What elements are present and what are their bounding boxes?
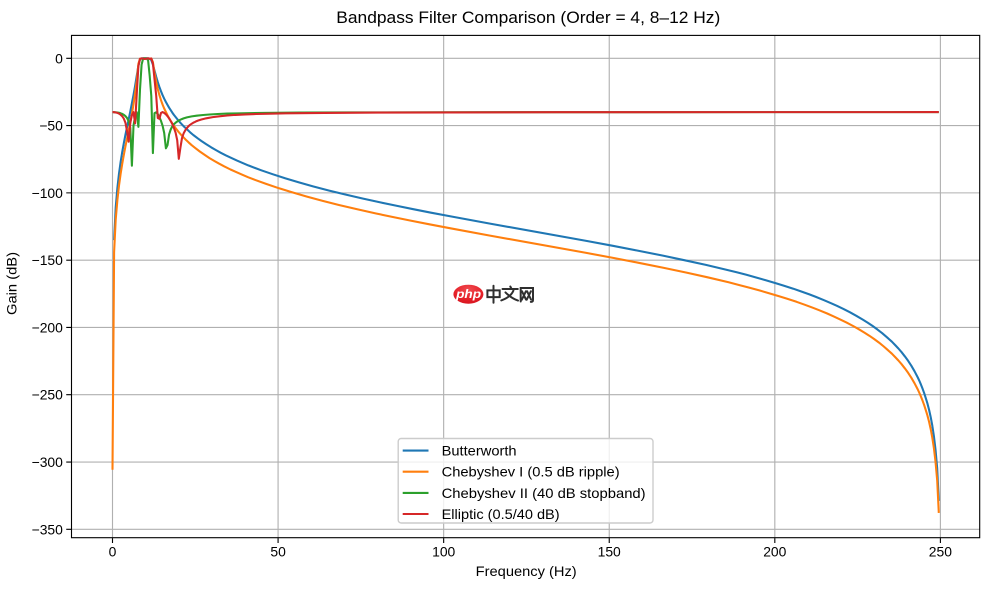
- svg-text:−300: −300: [32, 454, 64, 470]
- svg-text:−200: −200: [32, 319, 64, 335]
- svg-text:200: 200: [763, 544, 786, 560]
- svg-text:php: php: [455, 287, 481, 301]
- svg-text:150: 150: [598, 544, 621, 560]
- svg-text:Butterworth: Butterworth: [442, 443, 517, 459]
- svg-text:50: 50: [270, 544, 286, 560]
- svg-text:−150: −150: [32, 252, 64, 268]
- svg-text:Bandpass Filter Comparison (Or: Bandpass Filter Comparison (Order = 4, 8…: [336, 9, 720, 27]
- svg-text:Frequency (Hz): Frequency (Hz): [476, 563, 577, 579]
- svg-text:−350: −350: [32, 521, 64, 537]
- svg-text:−100: −100: [32, 185, 64, 201]
- svg-text:Chebyshev I (0.5 dB ripple): Chebyshev I (0.5 dB ripple): [442, 464, 620, 480]
- svg-text:−50: −50: [39, 118, 63, 134]
- svg-text:Gain (dB): Gain (dB): [4, 252, 20, 315]
- svg-text:100: 100: [432, 544, 455, 560]
- svg-text:−250: −250: [32, 387, 64, 403]
- svg-text:Elliptic (0.5/40 dB): Elliptic (0.5/40 dB): [442, 506, 560, 522]
- svg-text:Chebyshev II (40 dB stopband): Chebyshev II (40 dB stopband): [442, 485, 646, 501]
- svg-text:0: 0: [55, 50, 63, 66]
- svg-text:0: 0: [109, 544, 117, 560]
- svg-text:250: 250: [929, 544, 952, 560]
